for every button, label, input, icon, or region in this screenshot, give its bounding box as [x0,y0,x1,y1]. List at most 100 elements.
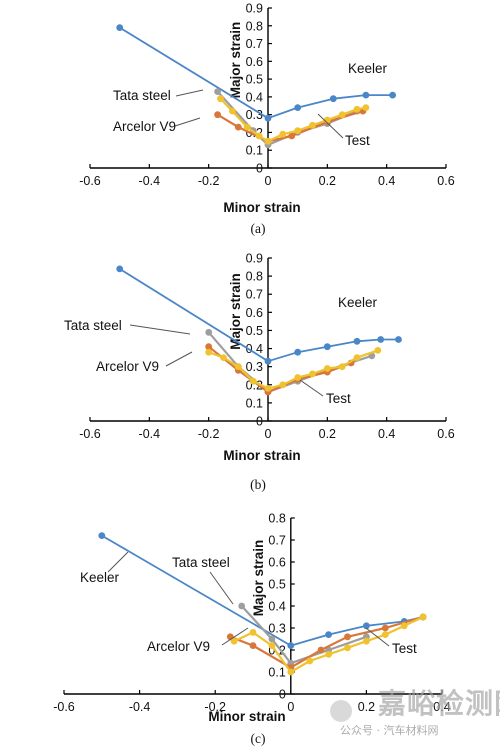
panel-label: (c) [251,731,266,746]
panel-label: (b) [250,477,266,492]
data-point [362,104,370,111]
annotation-leader [221,627,249,646]
annotation-leader [365,627,390,647]
data-point [317,646,325,654]
data-point [306,657,314,665]
series-line [119,26,393,120]
data-point [419,613,427,621]
x-tick-label: -0.4 [139,174,161,188]
x-tick-label: 0 [265,427,272,441]
series-tata-steel [238,602,370,667]
data-point [374,347,382,354]
annotation-leader [107,551,129,573]
series-test [205,347,382,392]
y-tick-label: 0.7 [246,288,263,302]
data-point [116,24,124,31]
data-point [381,631,389,638]
data-point [294,348,302,356]
data-point [362,91,370,99]
data-point [309,121,316,129]
data-point [325,631,332,638]
annotation-leader [317,113,344,139]
x-tick-label: -0.6 [79,174,101,188]
series-test [230,613,427,676]
data-point [294,127,302,135]
data-point [353,337,361,345]
y-tick-label: 0.5 [268,578,285,592]
x-tick-label: 0.6 [437,427,454,441]
data-point [264,114,272,122]
x-axis-title: Minor strain [208,709,285,724]
series-keeler [116,265,402,365]
series-annotation: Tata steel [64,318,122,333]
data-point [338,363,346,371]
data-point [279,130,287,138]
data-point [238,602,246,610]
series-annotation: Arcelor V9 [113,119,176,134]
data-point [249,377,257,385]
data-point [230,637,238,645]
series-annotation: Keeler [338,295,378,310]
data-point [205,348,213,356]
x-tick-label: -0.2 [198,174,220,188]
y-tick-label: 0 [256,415,263,429]
data-point [389,91,396,99]
x-tick-label: 0.2 [319,427,336,441]
data-point [381,624,389,632]
y-tick-label: 0.4 [268,600,285,614]
x-tick-label: 0.2 [358,700,375,714]
data-point [353,105,361,113]
data-point [249,629,257,636]
data-point [323,365,331,372]
data-point [243,123,251,131]
data-point [268,635,276,643]
data-point [287,668,295,676]
annotation-leader [209,571,234,605]
x-tick-label: 0.2 [319,174,336,188]
data-point [214,88,222,95]
data-point [363,622,370,630]
y-tick-label: 0.1 [246,396,263,410]
data-point [279,381,287,389]
y-axis-title: Major strain [251,540,266,617]
series-annotation: Tata steel [172,555,230,570]
y-tick-label: 0.4 [246,90,263,104]
data-point [287,642,295,649]
y-tick-label: 0.5 [246,73,263,87]
data-point [268,642,276,649]
annotation-leader [129,324,191,335]
watermark-main: 嘉峪检测网 [378,687,500,720]
data-point [309,370,316,378]
x-tick-label: 0.6 [437,174,454,188]
y-tick-label: 0.1 [246,144,263,158]
annotation-leader [165,351,193,367]
data-point [400,622,408,630]
y-tick-label: 0.1 [268,666,285,680]
annotation-leader [174,117,201,127]
data-point [220,354,227,361]
x-tick-label: -0.2 [204,700,226,714]
y-axis-title: Major strain [228,273,243,350]
y-tick-label: 0.8 [268,512,285,526]
y-tick-label: 0.3 [268,622,285,636]
y-tick-label: 0 [279,688,286,702]
data-point [344,644,351,652]
series-annotation: Test [392,641,417,656]
wechat-icon [330,700,352,722]
x-tick-label: 0 [265,174,272,188]
x-tick-label: -0.2 [198,427,220,441]
annotation-leader [299,379,324,397]
chart-panel-1: -0.6-0.4-0.200.20.40.600.10.20.30.40.50.… [79,2,455,237]
x-tick-label: -0.6 [79,427,101,441]
data-point [98,532,106,539]
panel-label: (a) [251,221,266,236]
x-tick-label: 0 [287,700,294,714]
series-annotation: Arcelor V9 [147,639,210,654]
chart-panel-2: -0.6 -0.4 -0.2 0 0.2 0.4 0.600.10.20.30.40.50.… [64,252,455,493]
y-tick-label: 0.9 [246,2,263,16]
x-axis-title: Minor strain [223,448,300,463]
series-annotation: Test [345,133,370,148]
y-tick-label: 0.6 [246,55,263,69]
data-point [323,343,331,351]
data-point [217,95,224,103]
